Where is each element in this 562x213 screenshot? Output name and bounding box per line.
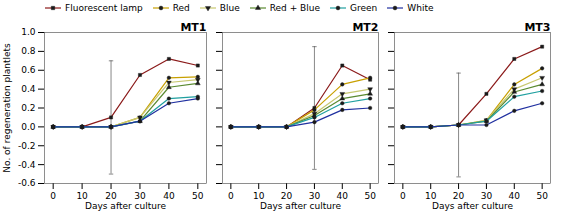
svg-text:0: 0 [400, 191, 406, 201]
svg-text:10: 10 [76, 191, 88, 201]
svg-text:Days after culture: Days after culture [85, 201, 166, 211]
svg-text:0.0: 0.0 [21, 122, 36, 132]
svg-text:40: 40 [163, 191, 175, 201]
html-text:Red: Red [172, 3, 190, 13]
html-text:White: White [407, 3, 434, 13]
svg-text:Days after culture: Days after culture [432, 201, 513, 211]
svg-text:30: 30 [481, 191, 493, 201]
svg-text:-0.2: -0.2 [18, 141, 36, 151]
svg-text:0: 0 [228, 191, 234, 201]
svg-text:50: 50 [192, 191, 204, 201]
html-text:Fluorescent lamp: Fluorescent lamp [65, 3, 143, 13]
svg-text:20: 20 [281, 191, 293, 201]
svg-text:-0.6: -0.6 [18, 178, 36, 188]
svg-text:No. of regeneration plantlets: No. of regeneration plantlets [2, 43, 12, 173]
svg-text:30: 30 [309, 191, 321, 201]
svg-text:0.2: 0.2 [21, 103, 35, 113]
svg-text:1.0: 1.0 [21, 27, 36, 37]
svg-text:10: 10 [253, 191, 265, 201]
svg-text:30: 30 [134, 191, 146, 201]
svg-text:MT2: MT2 [352, 21, 378, 34]
svg-text:0.8: 0.8 [21, 46, 36, 56]
svg-text:20: 20 [105, 191, 117, 201]
svg-text:MT3: MT3 [524, 21, 550, 34]
svg-text:Days after culture: Days after culture [260, 201, 341, 211]
svg-text:0.6: 0.6 [21, 65, 36, 75]
svg-text:50: 50 [536, 191, 548, 201]
svg-text:40: 40 [337, 191, 349, 201]
svg-text:50: 50 [364, 191, 376, 201]
html-text:Blue: Blue [219, 3, 240, 13]
svg-text:10: 10 [425, 191, 437, 201]
html-text:Red + Blue: Red + Blue [269, 3, 320, 13]
svg-text:0: 0 [50, 191, 56, 201]
svg-text:0.4: 0.4 [21, 84, 36, 94]
svg-text:MT1: MT1 [180, 21, 206, 34]
html-text:Green: Green [350, 3, 378, 13]
svg-text:40: 40 [509, 191, 521, 201]
svg-text:20: 20 [453, 191, 465, 201]
svg-text:-0.4: -0.4 [18, 160, 36, 170]
